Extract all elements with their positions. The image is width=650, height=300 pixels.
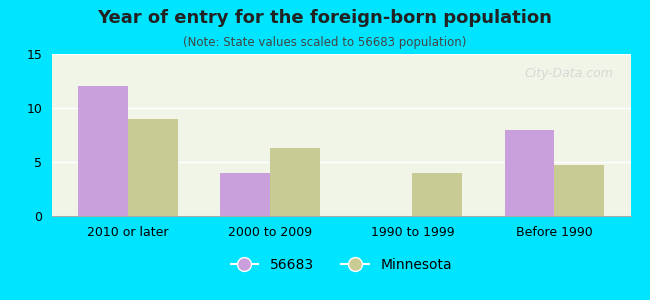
Bar [412, 173, 462, 216]
Bar [554, 165, 604, 216]
Bar [220, 173, 270, 216]
Bar [78, 86, 128, 216]
Text: (Note: State values scaled to 56683 population): (Note: State values scaled to 56683 popu… [183, 36, 467, 49]
Text: Year of entry for the foreign-born population: Year of entry for the foreign-born popul… [98, 9, 552, 27]
Bar [504, 130, 554, 216]
Legend: 56683, Minnesota: 56683, Minnesota [225, 252, 458, 277]
Bar [270, 148, 320, 216]
Bar [128, 119, 178, 216]
Text: City-Data.com: City-Data.com [525, 67, 613, 80]
